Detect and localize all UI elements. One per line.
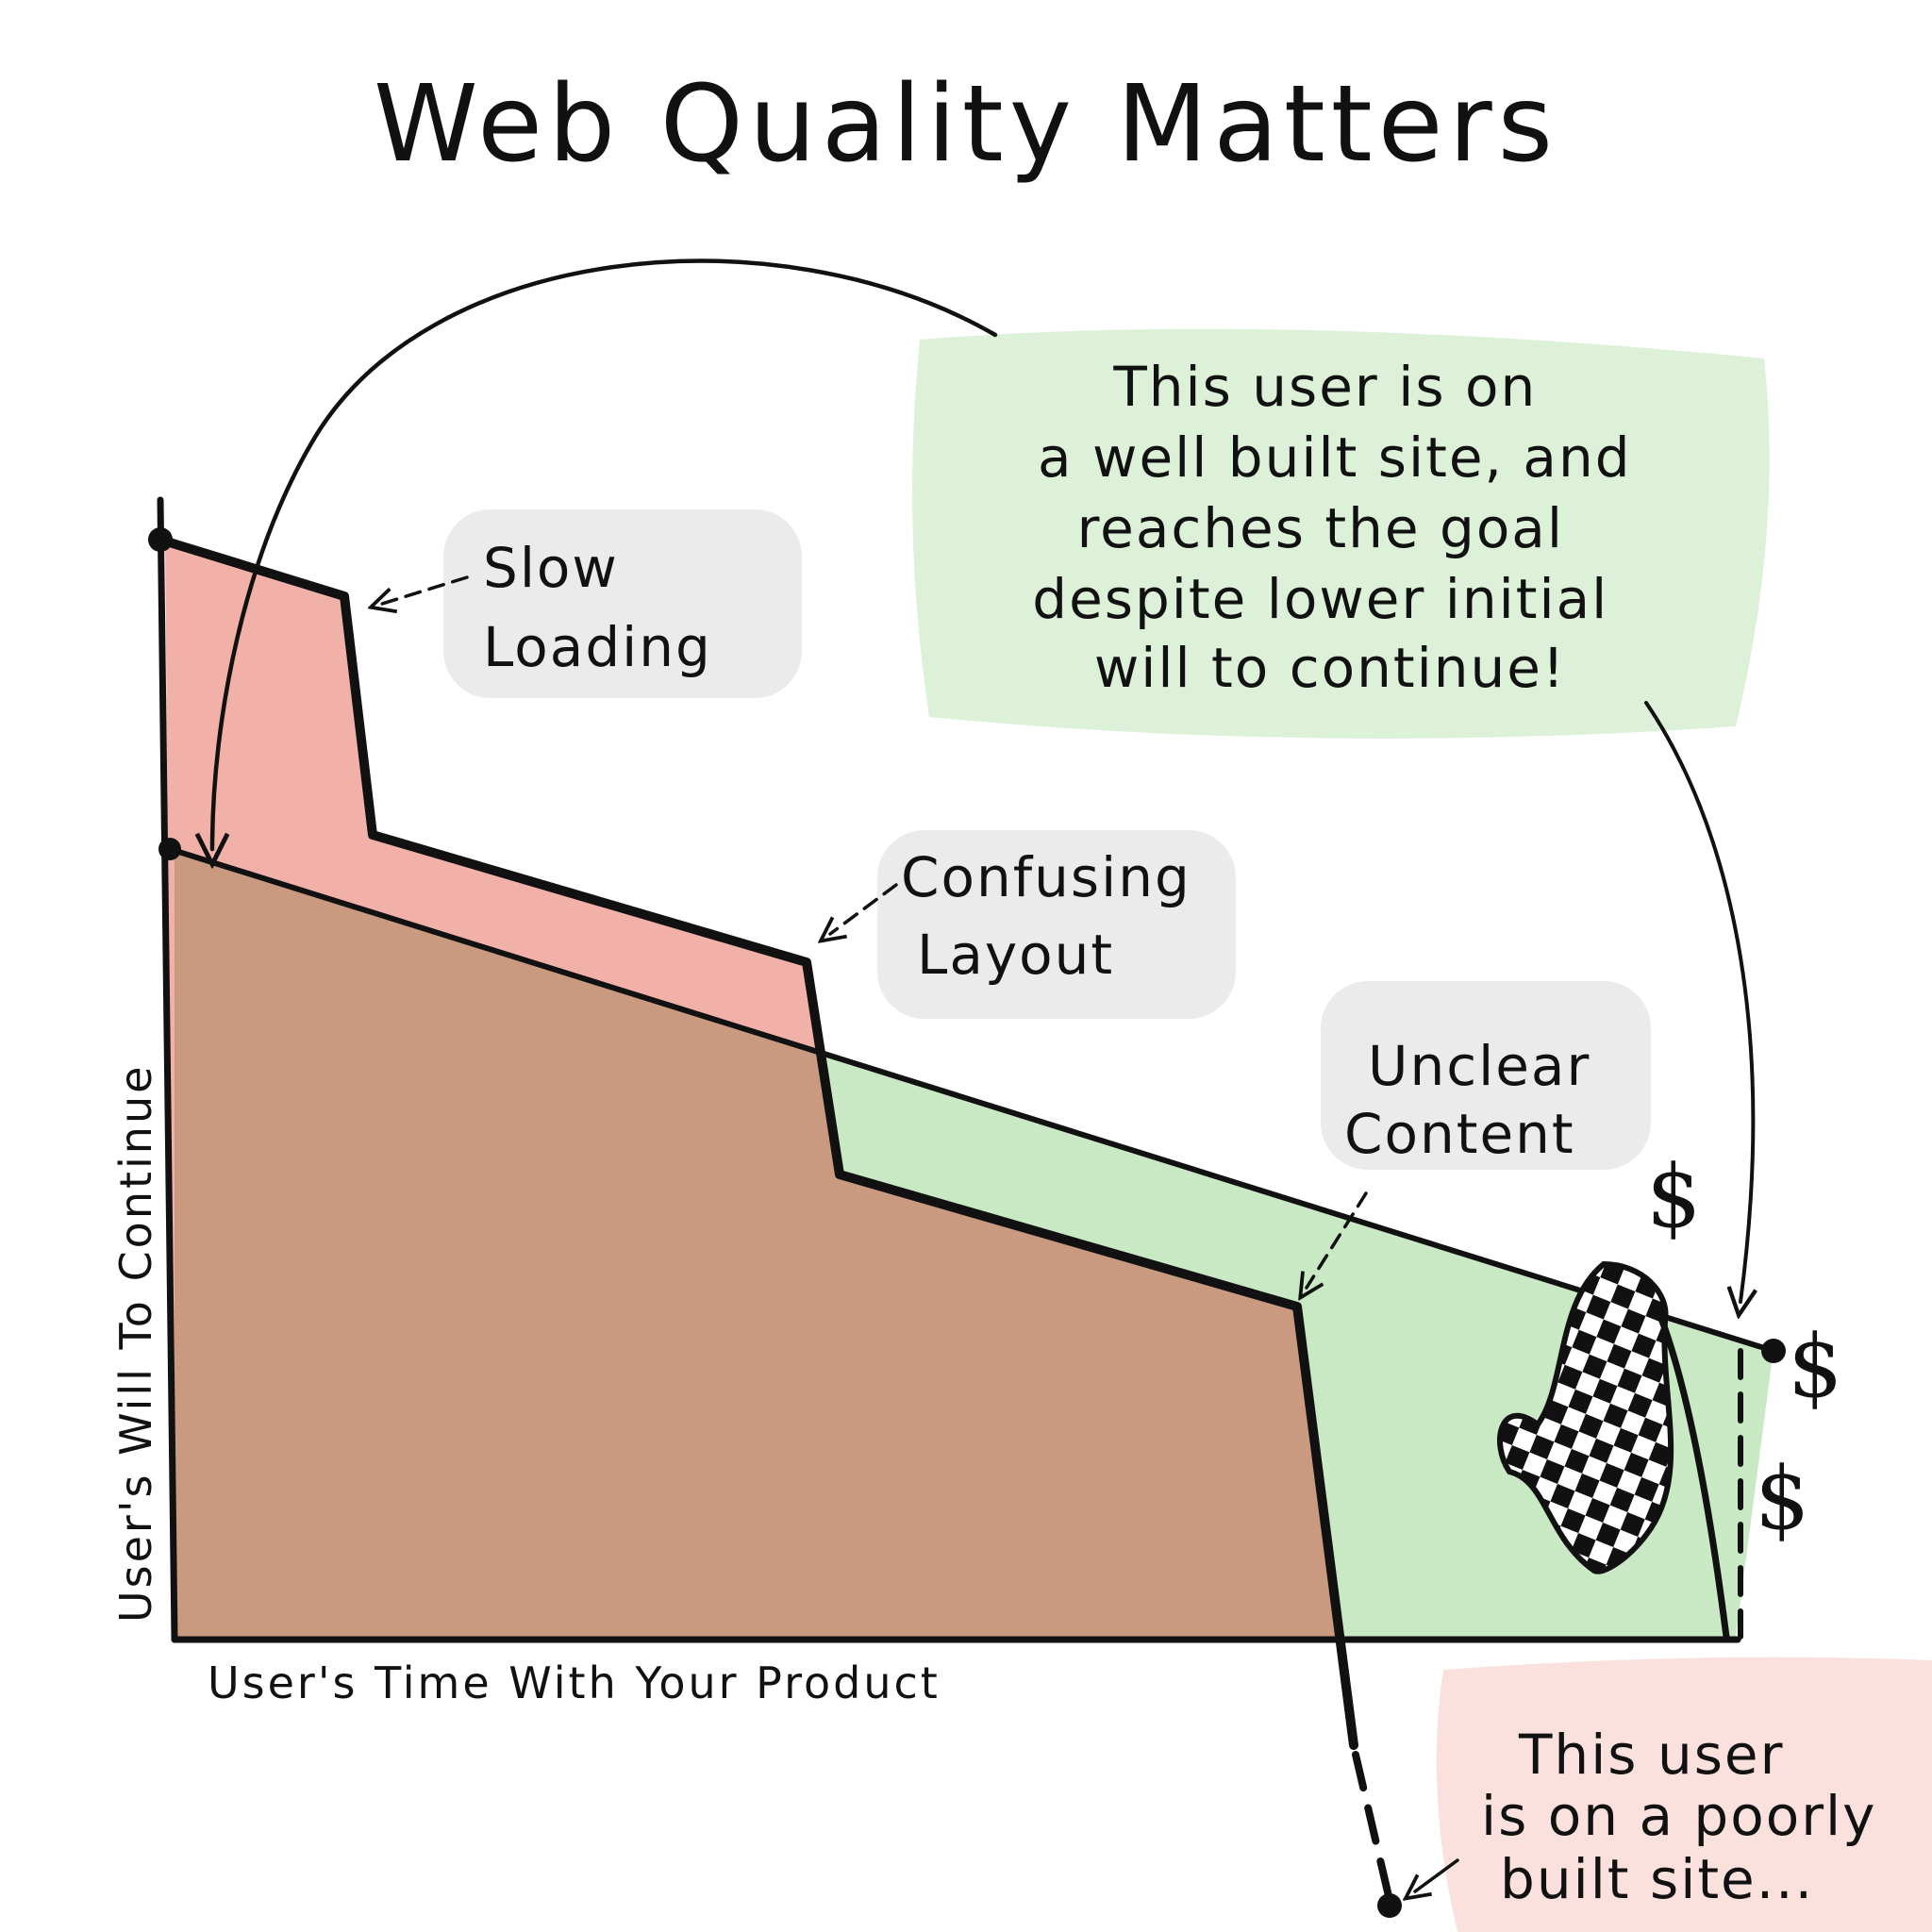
diagram-title: Web Quality Matters [374,63,1558,186]
confusing-layout-label: Confusing Layout [901,845,1210,987]
slow-loading-label-background [443,509,802,698]
overlap-area [175,849,1344,1637]
checkered-flag-icon [1497,1260,1730,1641]
confusing-layout-label-background [877,830,1236,1019]
svg-text:$: $ [1755,1448,1810,1549]
x-axis-label: User's Time With Your Product [208,1657,941,1708]
good-note-arrow [212,258,998,849]
slow-loading-arrow [382,575,469,604]
y-axis-label: User's Will To Continue [110,1064,161,1623]
poor-site-start-point [148,527,173,552]
poor-site-end-point [1377,1893,1402,1918]
unclear-content-label-background [1321,981,1651,1170]
good-site-start-point [158,838,181,860]
poor-user-note-arrow [1415,1858,1459,1891]
good-user-note-background [912,328,1770,739]
y-axis-line [157,496,178,1643]
poor-user-note-background [1436,1657,1932,1932]
unclear-content-label: Unclear Content [1344,1034,1610,1166]
confusing-layout-arrow [830,883,898,934]
unclear-content-arrow [1307,1191,1368,1288]
dollar-sign-icon: $ $ $ [1646,1146,1843,1549]
poor-site-dashed-drop [1352,1751,1392,1900]
slow-loading-label: Slow Loading [483,536,712,679]
good-user-note: This user is on a well built site, and r… [1032,355,1651,700]
poor-site-line [156,535,1358,1750]
good-note-goal-arrow [1644,701,1753,1302]
svg-text:$: $ [1646,1146,1702,1247]
svg-text:$: $ [1788,1316,1843,1417]
poor-user-note: This user is on a poorly built site... [1481,1723,1896,1911]
good-site-end-point [1761,1339,1786,1363]
good-site-line [167,846,1776,1354]
